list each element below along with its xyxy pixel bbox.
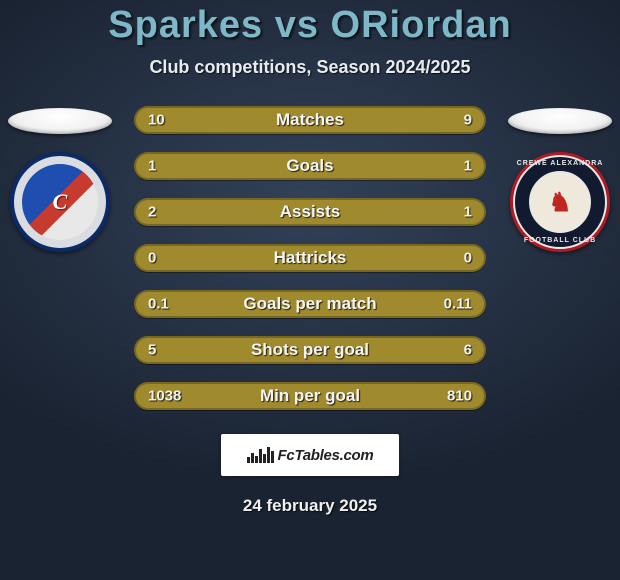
stat-row: 5 Shots per goal 6 (134, 336, 486, 364)
stat-value-left: 2 (148, 204, 156, 221)
stat-row: 1 Goals 1 (134, 152, 486, 180)
stat-label: Assists (280, 202, 340, 222)
left-player-column: C (8, 108, 112, 252)
crest-monogram: C (53, 189, 68, 215)
stat-value-left: 1 (148, 158, 156, 175)
club-crest-crewe: CREWE ALEXANDRA FOOTBALL CLUB ♞ (510, 152, 610, 252)
stat-value-left: 1038 (148, 388, 181, 405)
stat-label: Hattricks (274, 248, 347, 268)
stat-label: Shots per goal (251, 340, 369, 360)
stat-label: Goals (286, 156, 333, 176)
page-title: Sparkes vs ORiordan (108, 4, 511, 47)
brand-bar (263, 454, 266, 463)
stat-value-right: 1 (464, 204, 472, 221)
crest-ring-text-bottom: FOOTBALL CLUB (513, 237, 607, 244)
stat-row: 10 Matches 9 (134, 106, 486, 134)
club-crest-chesterfield: C (10, 152, 110, 252)
lion-icon: ♞ (548, 187, 571, 218)
stat-value-right: 810 (447, 388, 472, 405)
brand-bar (255, 456, 258, 463)
brand-bar (247, 457, 250, 463)
stat-row: 2 Assists 1 (134, 198, 486, 226)
stat-value-left: 0 (148, 250, 156, 267)
brand-chart-icon (247, 447, 274, 463)
stat-value-left: 5 (148, 342, 156, 359)
crest-inner: C (22, 164, 98, 240)
brand-bar (271, 451, 274, 463)
stat-row: 0 Hattricks 0 (134, 244, 486, 272)
brand-bar (251, 453, 254, 463)
stat-value-left: 10 (148, 112, 165, 129)
stat-value-right: 0.11 (444, 296, 472, 313)
date-text: 24 february 2025 (243, 496, 377, 516)
right-player-column: CREWE ALEXANDRA FOOTBALL CLUB ♞ (508, 108, 612, 252)
brand-text: FcTables.com (278, 447, 374, 464)
stat-row: 0.1 Goals per match 0.11 (134, 290, 486, 318)
stat-value-left: 0.1 (148, 296, 169, 313)
stat-label: Min per goal (260, 386, 360, 406)
brand-bar (267, 447, 270, 463)
player-silhouette-right (508, 108, 612, 134)
stat-label: Goals per match (243, 294, 376, 314)
stat-value-right: 0 (464, 250, 472, 267)
brand-box: FcTables.com (221, 434, 399, 476)
comparison-card: Sparkes vs ORiordan Club competitions, S… (0, 0, 620, 580)
stat-label: Matches (276, 110, 344, 130)
stat-value-right: 9 (464, 112, 472, 129)
stat-value-right: 6 (464, 342, 472, 359)
stat-value-right: 1 (464, 158, 472, 175)
crest-center: ♞ (531, 173, 589, 231)
player-silhouette-left (8, 108, 112, 134)
brand-bar (259, 449, 262, 463)
stat-row: 1038 Min per goal 810 (134, 382, 486, 410)
crest-ring-text-top: CREWE ALEXANDRA (513, 160, 607, 167)
subtitle: Club competitions, Season 2024/2025 (149, 57, 470, 78)
